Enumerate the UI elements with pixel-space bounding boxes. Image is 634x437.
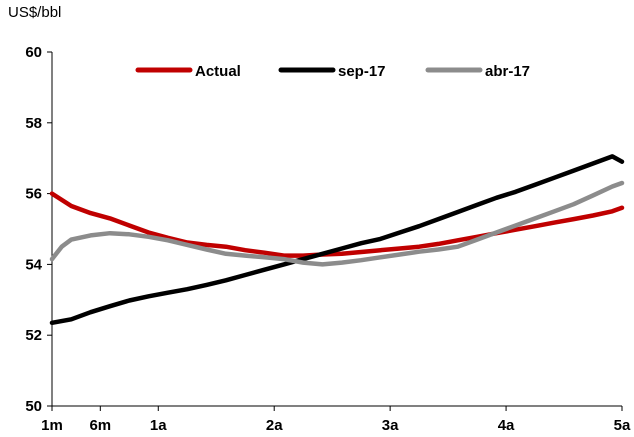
legend-label-actual: Actual (195, 63, 241, 80)
x-tick-label: 1a (150, 417, 167, 434)
x-tick-label: 5a (614, 417, 631, 434)
axes: 50 52 54 56 58 60 1m 6m 1a 2a 3a 4a 5a (25, 44, 631, 434)
y-tick-label: 56 (25, 186, 42, 203)
y-tick-label: 54 (25, 256, 42, 273)
y-tick-label: 52 (25, 327, 42, 344)
legend-label-abr-17: abr-17 (485, 63, 530, 80)
series-lines (49, 154, 625, 326)
series-line-actual (49, 191, 625, 258)
y-axis-unit-label: US$/bbl (8, 4, 62, 21)
y-tick-label: 50 (25, 398, 42, 415)
x-tick-label: 6m (89, 417, 111, 434)
x-tick-label: 3a (382, 417, 399, 434)
legend: Actual sep-17 abr-17 (135, 63, 530, 80)
series-line-abr-17 (49, 180, 625, 267)
x-tick-label: 4a (498, 417, 515, 434)
x-tick-label: 1m (41, 417, 63, 434)
series-line-sep-17 (49, 154, 625, 326)
legend-label-sep-17: sep-17 (338, 63, 386, 80)
x-tick-label: 2a (266, 417, 283, 434)
y-tick-label: 58 (25, 115, 42, 132)
y-tick-label: 60 (25, 44, 42, 61)
